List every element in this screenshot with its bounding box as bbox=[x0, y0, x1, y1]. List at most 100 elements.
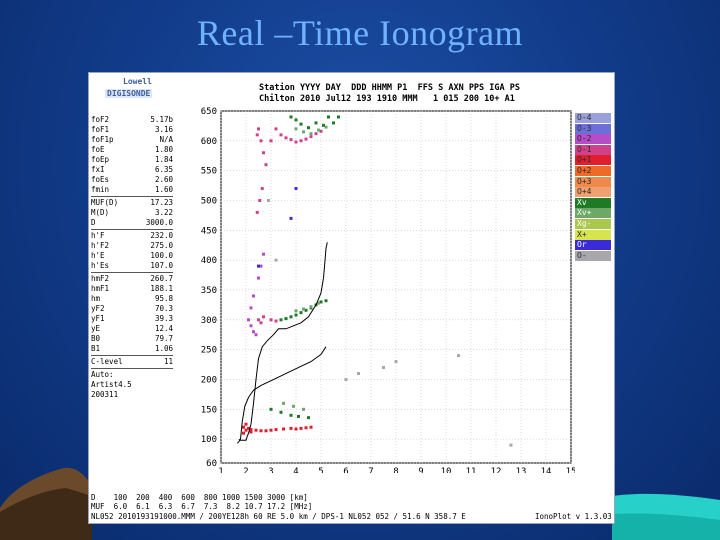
x-tick-label: 9 bbox=[418, 467, 423, 473]
legend-entry: O-3 bbox=[575, 123, 611, 134]
profile-curve bbox=[236, 346, 327, 444]
param-name: MUF(D) bbox=[91, 198, 119, 207]
x-tick-label: 2 bbox=[243, 467, 248, 473]
data-point bbox=[304, 308, 308, 312]
param-value: 95.8 bbox=[154, 294, 173, 303]
data-point bbox=[279, 133, 283, 137]
data-point bbox=[284, 317, 288, 321]
logo-line1: Lowell bbox=[123, 77, 152, 86]
y-tick-label: 350 bbox=[201, 286, 217, 296]
param-value: 1.84 bbox=[154, 155, 173, 164]
param-value: 12.4 bbox=[154, 324, 173, 333]
param-value: 1.80 bbox=[154, 145, 173, 154]
param-divider bbox=[91, 368, 173, 369]
data-point bbox=[247, 426, 250, 430]
data-point bbox=[299, 122, 303, 126]
data-point bbox=[457, 354, 460, 358]
data-point bbox=[262, 315, 265, 319]
param-row: hmF2 260.7 bbox=[91, 274, 173, 284]
param-value: N/A bbox=[159, 135, 173, 144]
param-row: hmF1 188.1 bbox=[91, 284, 173, 294]
ionogram-plot: 1 2 3 4 5 6 7 8 9 10 11 12 13 14 156010015020025030035… bbox=[201, 107, 575, 473]
data-point bbox=[267, 198, 270, 202]
data-point bbox=[317, 301, 320, 305]
data-point bbox=[302, 130, 305, 134]
param-group-muf: MUF(D) 17.23 M(D) 3.22 D 3000.0 bbox=[91, 198, 173, 228]
data-point bbox=[289, 413, 293, 417]
header-labels: Station YYYY DAY DDD HHMM P1 FFS S AXN P… bbox=[259, 83, 520, 93]
data-point bbox=[257, 318, 260, 322]
data-point bbox=[259, 139, 263, 143]
data-point bbox=[302, 407, 305, 411]
param-value: 6.35 bbox=[154, 165, 173, 174]
data-point bbox=[259, 321, 263, 325]
data-point bbox=[309, 425, 313, 429]
data-point bbox=[294, 140, 298, 144]
param-row: h'Es 107.0 bbox=[91, 261, 173, 271]
param-row: foEs 2.60 bbox=[91, 175, 173, 185]
param-name: foF1p bbox=[91, 135, 114, 144]
data-point bbox=[274, 319, 278, 323]
x-tick-label: 8 bbox=[393, 467, 398, 473]
parameter-table: foF2 5.17b foF1 3.16 foF1p N/A foE 1.80 foEp 1.84… bbox=[91, 115, 173, 400]
data-point bbox=[327, 115, 330, 119]
param-group-critical-frequencies: foF2 5.17b foF1 3.16 foF1p N/A foE 1.80 foEp 1.84… bbox=[91, 115, 173, 195]
data-point bbox=[284, 136, 288, 140]
data-point bbox=[254, 428, 258, 432]
data-point bbox=[274, 258, 278, 262]
legend-entry: X+ bbox=[575, 229, 611, 240]
x-tick-label: 6 bbox=[343, 467, 348, 473]
legend-entry: O+4 bbox=[575, 187, 611, 198]
param-name: hm bbox=[91, 294, 101, 303]
data-point bbox=[279, 410, 283, 414]
slide-title: Real –Time Ionogram bbox=[196, 13, 524, 53]
data-point bbox=[319, 129, 323, 133]
param-value: 11 bbox=[163, 357, 173, 366]
param-value: 1.06 bbox=[154, 344, 173, 353]
data-point bbox=[394, 360, 398, 364]
param-value: 3000.0 bbox=[145, 218, 173, 227]
param-value: 2.60 bbox=[154, 175, 173, 184]
data-point bbox=[262, 151, 265, 155]
data-point bbox=[302, 307, 305, 311]
data-point bbox=[294, 309, 298, 313]
data-point bbox=[299, 311, 303, 315]
data-point bbox=[264, 163, 268, 167]
y-tick-label: 400 bbox=[201, 256, 217, 266]
data-point bbox=[292, 404, 295, 408]
x-tick-label: 5 bbox=[318, 467, 323, 473]
param-name: yE bbox=[91, 324, 101, 333]
data-point bbox=[294, 127, 298, 131]
param-row: fmin 1.60 bbox=[91, 185, 173, 195]
x-tick-label: 3 bbox=[268, 467, 273, 473]
data-point bbox=[257, 276, 260, 280]
data-point bbox=[322, 123, 325, 127]
param-name: B0 bbox=[91, 334, 101, 343]
param-row: h'F2 275.0 bbox=[91, 241, 173, 251]
param-row: MUF(D) 17.23 bbox=[91, 198, 173, 208]
footer-version: IonoPlot v 1.3.03 bbox=[535, 512, 612, 521]
param-row: B1 1.06 bbox=[91, 344, 173, 354]
param-value: 260.7 bbox=[150, 274, 173, 283]
data-point bbox=[289, 138, 293, 142]
data-point bbox=[257, 127, 260, 131]
param-value: 3.16 bbox=[154, 125, 173, 134]
data-point bbox=[309, 135, 313, 139]
param-row: foEp 1.84 bbox=[91, 155, 173, 165]
data-point bbox=[249, 324, 253, 328]
footer-muf-row: MUF 6.0 6.1 6.3 6.7 7.3 8.2 10.7 17.2 [M… bbox=[91, 502, 313, 511]
param-name: foE bbox=[91, 145, 105, 154]
legend-entry: O- bbox=[575, 250, 611, 261]
data-point bbox=[382, 366, 385, 370]
legend-entry: O+3 bbox=[575, 176, 611, 187]
param-name: h'F bbox=[91, 231, 105, 240]
param-row: foF1 3.16 bbox=[91, 125, 173, 135]
y-tick-label: 150 bbox=[201, 405, 217, 415]
footer-info-row: NL052 2010193191000.MMM / 200YE128h 60 R… bbox=[91, 512, 466, 521]
data-point bbox=[249, 428, 253, 432]
data-point bbox=[357, 372, 360, 376]
param-divider bbox=[91, 272, 173, 273]
data-point bbox=[344, 377, 348, 381]
param-value: 107.0 bbox=[150, 261, 173, 270]
